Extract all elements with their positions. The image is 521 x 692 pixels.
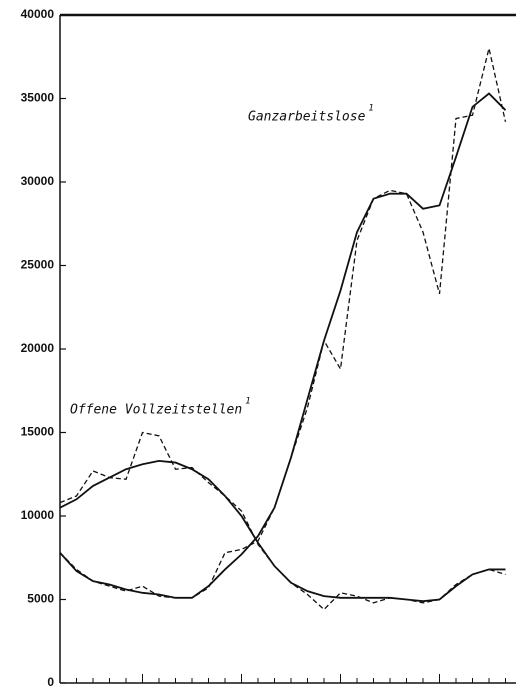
y-tick-label: 15000 (21, 425, 55, 439)
raw-line (59, 431, 506, 611)
y-tick-label: 20000 (21, 341, 55, 355)
y-tick-label: 10000 (21, 508, 55, 522)
annotation: Ganzarbeitslose (248, 110, 366, 125)
y-tick-label: 40000 (21, 7, 55, 21)
annotation: Offene Vollzeitstellen (70, 403, 242, 418)
annotation-note: 1 (368, 104, 373, 114)
y-tick-label: 5000 (27, 592, 54, 606)
raw-line (59, 48, 507, 599)
y-tick-label: 30000 (21, 174, 55, 188)
y-tick-label: 35000 (21, 91, 55, 105)
trend-line (59, 92, 507, 599)
y-tick-label: 0 (47, 675, 54, 689)
annotation-note: 1 (245, 397, 250, 407)
y-tick-label: 25000 (21, 258, 55, 272)
